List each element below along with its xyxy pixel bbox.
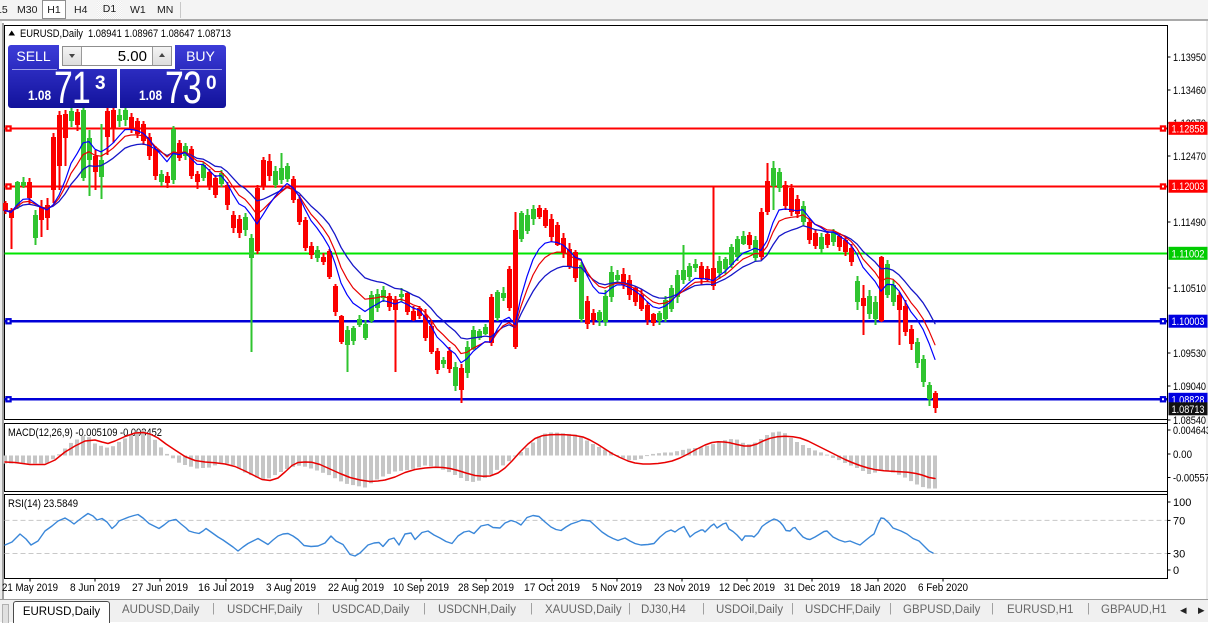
- svg-text:1.12858: 1.12858: [1172, 123, 1205, 135]
- svg-text:6 Feb 2020: 6 Feb 2020: [918, 582, 968, 594]
- svg-text:1.12470: 1.12470: [1173, 151, 1206, 163]
- svg-text:1.11002: 1.11002: [1172, 248, 1205, 260]
- svg-text:100: 100: [1173, 497, 1191, 509]
- svg-text:16 Jul 2019: 16 Jul 2019: [198, 582, 254, 594]
- svg-text:31 Dec 2019: 31 Dec 2019: [784, 582, 840, 594]
- svg-text:MACD(12,26,9) -0.005109 -0.003: MACD(12,26,9) -0.005109 -0.003452: [8, 427, 162, 439]
- svg-text:1.08713: 1.08713: [1172, 404, 1205, 416]
- svg-text:8 Jun 2019: 8 Jun 2019: [70, 582, 120, 594]
- svg-text:RSI(14) 23.5849: RSI(14) 23.5849: [8, 498, 78, 510]
- svg-text:1.10510: 1.10510: [1173, 283, 1206, 295]
- svg-text:22 Aug 2019: 22 Aug 2019: [328, 582, 384, 594]
- svg-text:1.08941 1.08967 1.08647 1.0871: 1.08941 1.08967 1.08647 1.08713: [88, 28, 231, 40]
- svg-text:28 Sep 2019: 28 Sep 2019: [458, 582, 514, 594]
- svg-text:0: 0: [1173, 565, 1179, 577]
- svg-text:10 Sep 2019: 10 Sep 2019: [393, 582, 449, 594]
- svg-text:EURUSD,Daily: EURUSD,Daily: [20, 28, 83, 40]
- svg-text:0.00: 0.00: [1173, 449, 1192, 461]
- svg-text:70: 70: [1173, 515, 1185, 527]
- svg-text:23 Nov 2019: 23 Nov 2019: [654, 582, 710, 594]
- svg-text:1.08540: 1.08540: [1173, 415, 1206, 427]
- svg-text:21 May 2019: 21 May 2019: [2, 582, 58, 594]
- svg-text:5 Nov 2019: 5 Nov 2019: [592, 582, 642, 594]
- svg-text:30: 30: [1173, 549, 1185, 561]
- svg-text:12 Dec 2019: 12 Dec 2019: [719, 582, 775, 594]
- svg-text:0.004643: 0.004643: [1173, 425, 1208, 437]
- svg-text:1.13950: 1.13950: [1173, 52, 1206, 64]
- svg-text:-0.005574: -0.005574: [1173, 473, 1208, 485]
- svg-text:1.12003: 1.12003: [1172, 181, 1205, 193]
- svg-text:1.09530: 1.09530: [1173, 348, 1206, 360]
- svg-text:1.11490: 1.11490: [1173, 217, 1206, 229]
- svg-text:1.10003: 1.10003: [1172, 316, 1205, 328]
- svg-text:1.09040: 1.09040: [1173, 381, 1206, 393]
- svg-text:18 Jan 2020: 18 Jan 2020: [850, 582, 906, 594]
- svg-text:27 Jun 2019: 27 Jun 2019: [132, 582, 188, 594]
- svg-text:3 Aug 2019: 3 Aug 2019: [266, 582, 316, 594]
- svg-text:1.13460: 1.13460: [1173, 85, 1206, 97]
- svg-text:17 Oct 2019: 17 Oct 2019: [524, 582, 580, 594]
